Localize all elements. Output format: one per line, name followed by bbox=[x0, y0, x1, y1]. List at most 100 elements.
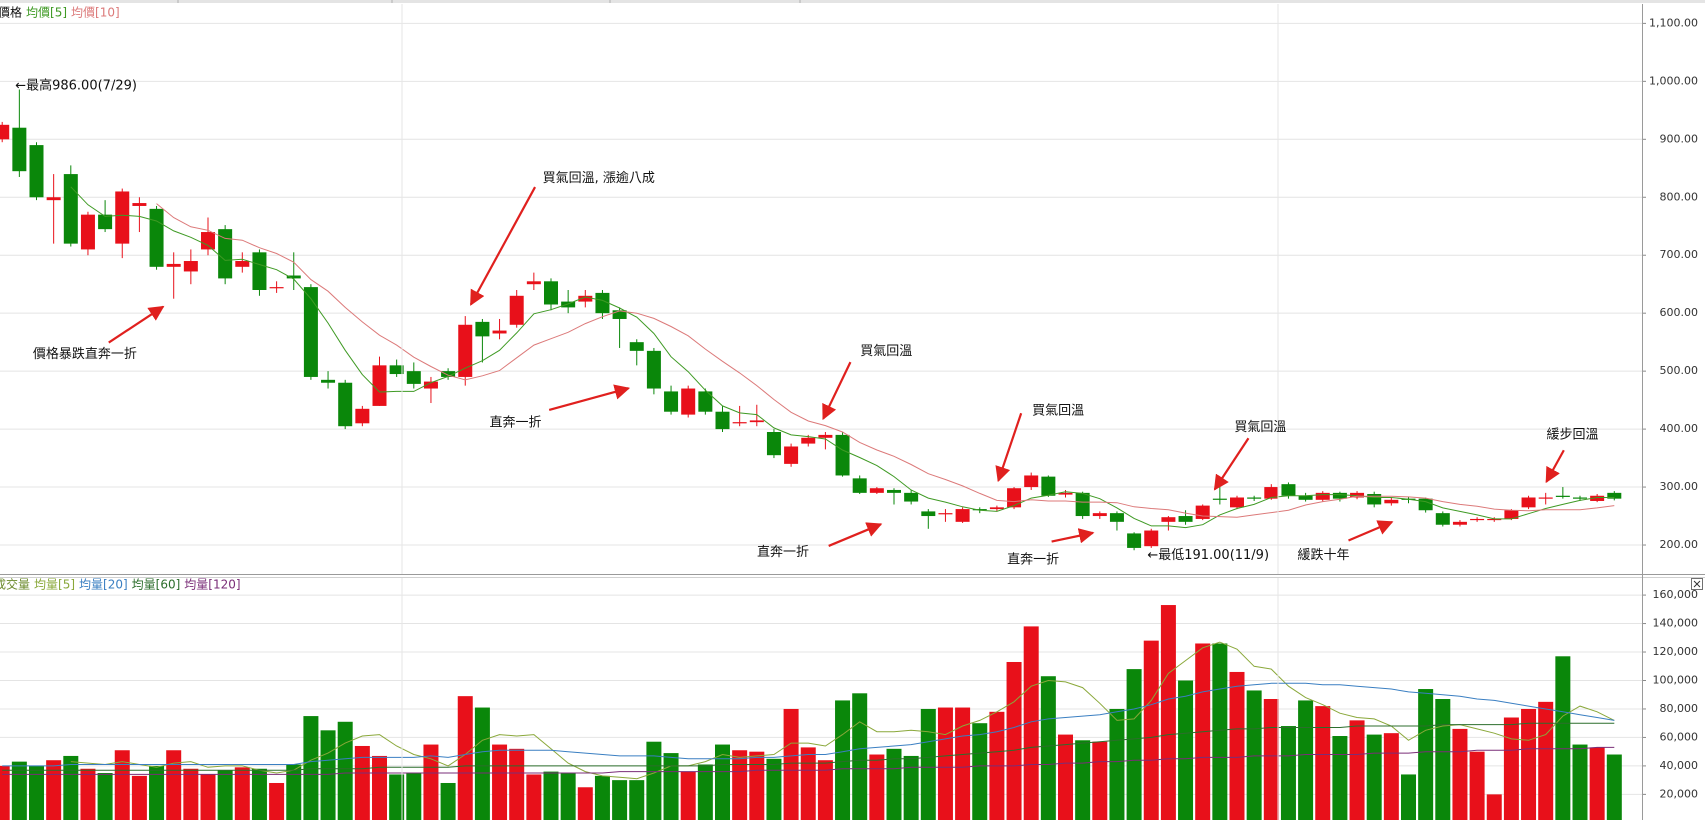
candle-body bbox=[218, 229, 233, 279]
y-tick-label: 800.00 bbox=[1660, 190, 1699, 203]
annotation-text: 買氣回溫 bbox=[860, 344, 912, 359]
annotation-arrow bbox=[1051, 528, 1095, 544]
y-tick-label: 60,000 bbox=[1660, 730, 1699, 743]
close-button-glyph[interactable] bbox=[1693, 580, 1701, 588]
volume-bar bbox=[46, 760, 62, 820]
y-tick-label: 160,000 bbox=[1653, 588, 1699, 601]
volume-bar bbox=[937, 707, 953, 820]
annotation-arrow bbox=[548, 384, 631, 412]
volume-bar bbox=[97, 773, 113, 820]
candle-body bbox=[458, 324, 473, 377]
candle-body bbox=[235, 261, 250, 267]
candle-body bbox=[1538, 497, 1553, 499]
candle-body bbox=[1521, 497, 1536, 508]
panel-label: 價格 bbox=[0, 5, 22, 20]
volume-bar bbox=[1332, 736, 1348, 820]
candle-body bbox=[389, 365, 404, 375]
candle-body bbox=[646, 350, 661, 389]
volume-bar bbox=[766, 758, 782, 820]
volume-bar bbox=[1006, 661, 1022, 820]
annotation-text: 直奔一折 bbox=[757, 545, 809, 560]
moving-average-line bbox=[2, 682, 1615, 767]
annotation-arrow bbox=[469, 186, 537, 306]
volume-bar bbox=[114, 750, 130, 820]
candle-body bbox=[1024, 475, 1039, 488]
candle-body bbox=[1178, 516, 1193, 522]
volume-bar bbox=[1178, 680, 1194, 820]
candle-body bbox=[904, 492, 919, 502]
annotation-text: ←最高986.00(7/29) bbox=[15, 77, 137, 93]
price-panel bbox=[0, 22, 1646, 551]
close-button[interactable] bbox=[1691, 578, 1703, 590]
candle-body bbox=[1230, 497, 1244, 508]
candle-body bbox=[441, 371, 456, 377]
volume-bar bbox=[11, 761, 27, 820]
volume-bar bbox=[509, 748, 525, 820]
y-tick-label: 140,000 bbox=[1653, 617, 1699, 630]
volume-bar bbox=[269, 782, 285, 820]
y-tick-label: 600.00 bbox=[1660, 306, 1699, 319]
y-tick-label: 200.00 bbox=[1660, 538, 1699, 551]
volume-bar bbox=[663, 753, 679, 820]
volume-bar bbox=[629, 780, 645, 820]
candle-body bbox=[1435, 513, 1450, 525]
annotation-text: 緩跌十年 bbox=[1297, 547, 1349, 563]
annotation-arrow bbox=[828, 522, 883, 547]
legend-entry: 均價[10] bbox=[71, 6, 120, 20]
volume-bar bbox=[869, 754, 885, 820]
panel-frame bbox=[0, 4, 1705, 820]
legends: 價格 均價[5] 均價[10] 成交量 均量[5] 均量[20] 均量[60] 均量[120] bbox=[0, 5, 241, 592]
volume-bar bbox=[560, 773, 576, 820]
y-tick-label: 400.00 bbox=[1660, 422, 1699, 435]
candle-body bbox=[732, 422, 747, 424]
volume-bar bbox=[234, 767, 250, 820]
volume-bar bbox=[577, 787, 593, 820]
volume-bar bbox=[320, 730, 336, 820]
candle-body bbox=[1109, 513, 1124, 522]
volume-bar bbox=[457, 696, 473, 820]
volume-panel bbox=[0, 594, 1646, 820]
y-tick-label: 120,000 bbox=[1653, 645, 1699, 658]
volume-bar bbox=[1212, 643, 1228, 820]
volume-bar bbox=[303, 716, 319, 820]
candle-body bbox=[1555, 495, 1570, 497]
annotation-text: 直奔一折 bbox=[489, 416, 541, 431]
candle-body bbox=[664, 391, 679, 412]
candle-body bbox=[561, 301, 576, 308]
volume-bar bbox=[286, 764, 302, 820]
annotation-text: 價格暴跌直奔一折 bbox=[33, 346, 137, 362]
candle-body bbox=[921, 511, 936, 517]
volume-bar bbox=[1075, 740, 1091, 820]
volume-bar bbox=[732, 750, 748, 820]
candle-body bbox=[63, 174, 78, 244]
candle-body bbox=[492, 330, 507, 334]
y-tick-label: 40,000 bbox=[1660, 759, 1699, 772]
candle-body bbox=[423, 381, 438, 389]
legend-entry: 均量[5] bbox=[34, 578, 75, 592]
volume-bar bbox=[1418, 689, 1434, 820]
candle-body bbox=[1092, 513, 1107, 517]
moving-average-line bbox=[70, 641, 1615, 780]
candle-body bbox=[1058, 492, 1073, 495]
candle-body bbox=[1470, 518, 1485, 521]
candle-body bbox=[509, 295, 524, 325]
annotation-arrow bbox=[1545, 449, 1565, 484]
candle-body bbox=[887, 489, 901, 493]
volume-bar bbox=[1589, 747, 1605, 820]
annotation-text: 買氣回溫 bbox=[1032, 404, 1084, 419]
volume-bar bbox=[337, 721, 353, 820]
volume-bar bbox=[1023, 626, 1039, 820]
candle-body bbox=[0, 124, 10, 140]
volume-bar bbox=[440, 782, 456, 820]
candle-body bbox=[338, 382, 353, 427]
volume-bar bbox=[1298, 700, 1314, 820]
candle-body bbox=[1247, 497, 1262, 499]
top-tab-strip bbox=[0, 0, 1705, 3]
candle-body bbox=[1573, 497, 1587, 499]
annotation-arrow bbox=[822, 361, 852, 421]
candle-body bbox=[1212, 498, 1227, 500]
annotation-text: 買氣回溫 bbox=[1234, 420, 1286, 435]
volume-bar bbox=[749, 751, 765, 820]
volume-bar bbox=[1315, 706, 1331, 820]
volume-bar bbox=[1606, 754, 1622, 820]
